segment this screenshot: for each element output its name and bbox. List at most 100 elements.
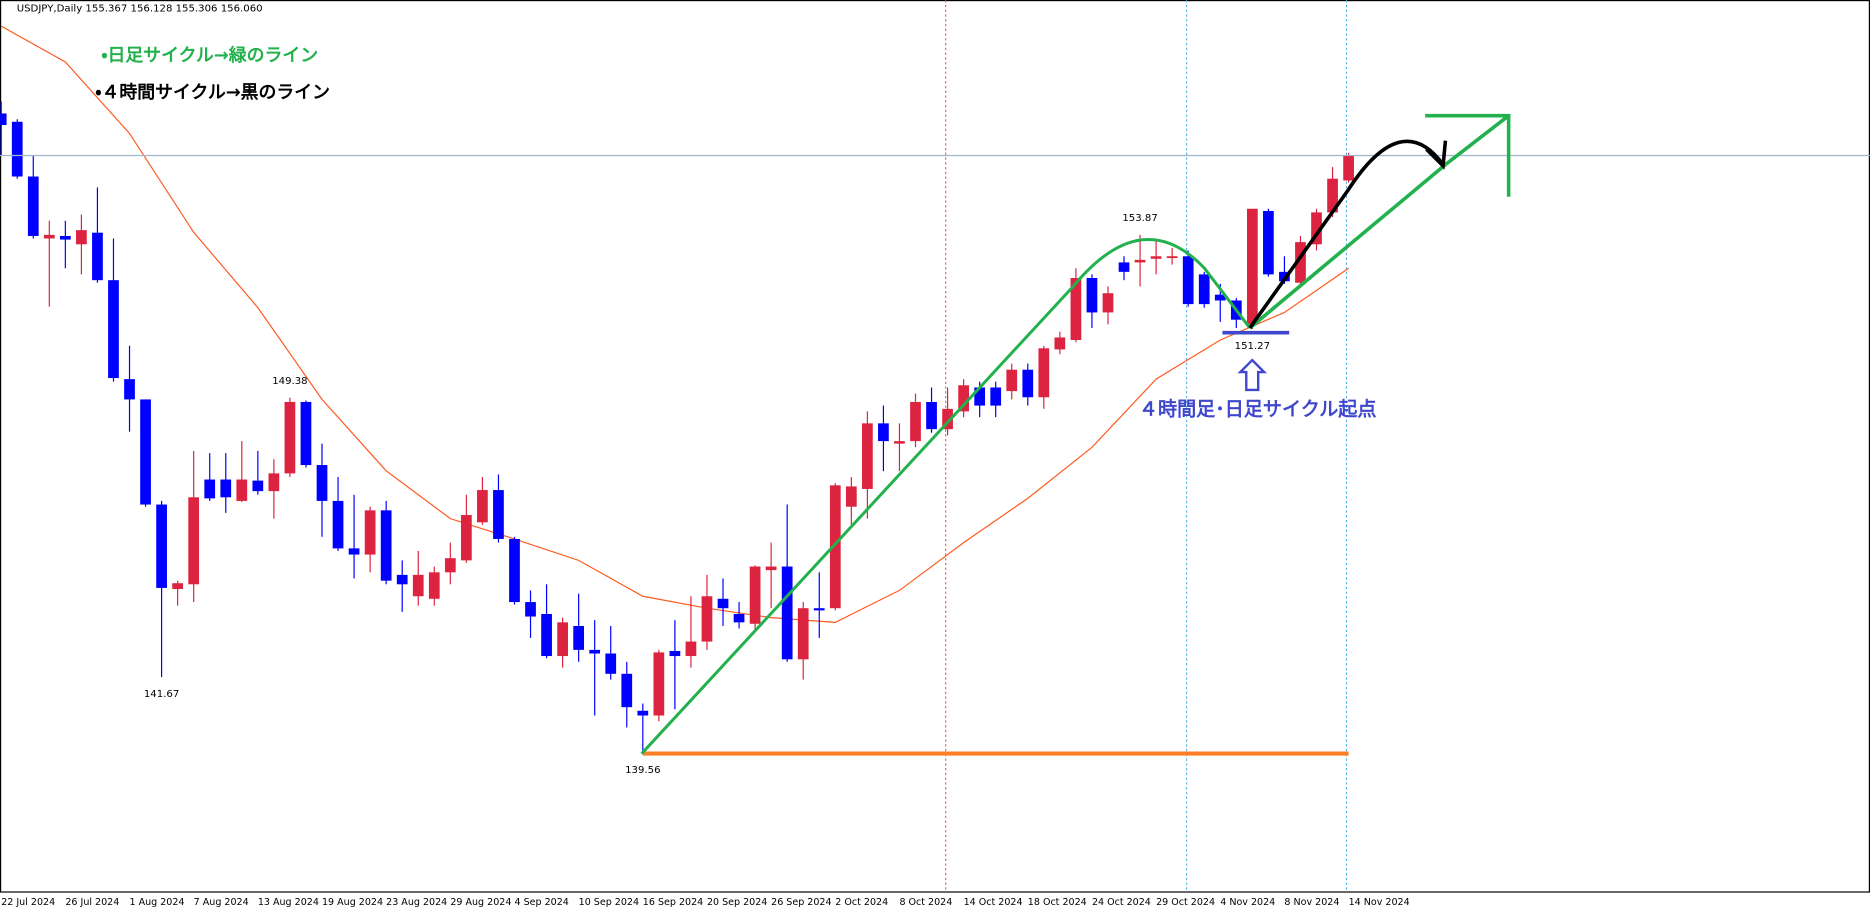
candle-body xyxy=(1134,259,1146,263)
x-tick-label: 10 Sep 2024 xyxy=(579,897,639,908)
x-tick-label: 8 Nov 2024 xyxy=(1284,897,1339,908)
candle-body xyxy=(156,504,167,588)
candle-body xyxy=(477,490,488,523)
daily-cycle-line xyxy=(640,237,1252,755)
candle-body xyxy=(76,230,87,245)
candle-body xyxy=(910,401,921,442)
candle-body xyxy=(59,235,71,240)
candle-body xyxy=(701,596,713,642)
x-tick-label: 2 Oct 2024 xyxy=(835,897,888,908)
plot: 141.67 149.38 153.87 151.27 139.56 xyxy=(0,25,1870,776)
candle-body xyxy=(1295,242,1306,283)
candle-body xyxy=(1182,256,1194,305)
candle-body xyxy=(1327,178,1338,213)
candle-body xyxy=(845,486,857,507)
candle-body xyxy=(733,614,745,623)
candle-body xyxy=(1118,262,1130,272)
candle-body xyxy=(878,423,889,442)
moving-average xyxy=(0,25,1349,623)
x-tick-label: 7 Aug 2024 xyxy=(194,897,249,908)
candle-body xyxy=(525,602,536,617)
candle-body xyxy=(894,441,905,444)
candle-body xyxy=(252,480,264,492)
candle-body xyxy=(461,515,472,561)
candle-body xyxy=(829,485,841,609)
candle-body xyxy=(11,121,23,177)
candle-body xyxy=(813,608,825,611)
candle-body xyxy=(637,710,649,716)
candle-body xyxy=(188,497,200,585)
candle-body xyxy=(605,653,617,674)
x-tick-label: 16 Sep 2024 xyxy=(643,897,703,908)
candle-body xyxy=(140,399,151,505)
candle-body xyxy=(332,500,344,549)
candle-body xyxy=(509,538,520,603)
x-tick-label: 20 Sep 2024 xyxy=(707,897,767,908)
x-tick-label: 22 Jul 2024 xyxy=(1,897,55,908)
candle-body xyxy=(444,558,456,573)
candle-body xyxy=(942,408,953,430)
candle-body xyxy=(541,614,552,657)
candle-body xyxy=(1006,369,1018,392)
x-tick-label: 14 Oct 2024 xyxy=(964,897,1023,908)
chart-title: USDJPY,Daily 155.367 156.128 155.306 156… xyxy=(17,3,263,14)
candle-body xyxy=(124,379,135,400)
candle-body xyxy=(926,401,937,430)
candle-body xyxy=(268,473,280,492)
x-tick-label: 19 Aug 2024 xyxy=(322,897,383,908)
candle-body xyxy=(1102,293,1114,313)
candle-body xyxy=(396,574,408,585)
price-label: 153.87 xyxy=(1122,213,1157,224)
candle-body xyxy=(862,423,873,489)
x-tick-label: 26 Sep 2024 xyxy=(771,897,831,908)
daily-cycle-arrow xyxy=(1425,113,1511,197)
x-tick-label: 18 Oct 2024 xyxy=(1028,897,1087,908)
candle-body xyxy=(92,232,103,281)
candle-body xyxy=(348,548,360,555)
x-tick-label: 26 Jul 2024 xyxy=(65,897,119,908)
candle-body xyxy=(1166,256,1178,259)
candle-body xyxy=(797,608,809,660)
candle-body xyxy=(172,583,184,589)
x-tick-label: 4 Sep 2024 xyxy=(514,897,568,908)
candle-body xyxy=(717,598,729,609)
candle-body xyxy=(1311,212,1322,245)
candle-body xyxy=(284,401,296,474)
h4-cycle-arrow xyxy=(1425,140,1448,170)
candle-body xyxy=(0,113,7,126)
daily-cycle-line xyxy=(1248,163,1447,330)
x-tick-label: 29 Aug 2024 xyxy=(450,897,511,908)
candle-body xyxy=(316,465,328,501)
candle-body xyxy=(1343,155,1354,181)
candle-body xyxy=(621,673,633,708)
candle-body xyxy=(589,649,601,654)
candle-body xyxy=(1054,337,1066,350)
x-tick-label: 14 Nov 2024 xyxy=(1349,897,1410,908)
candle-body xyxy=(380,510,392,581)
candle-body xyxy=(1086,278,1098,313)
candle-body xyxy=(108,280,119,379)
candle-body xyxy=(493,490,504,539)
candle-body xyxy=(749,566,761,624)
candle-body xyxy=(236,479,248,501)
annotation: ４時間足･日足サイクル起点 xyxy=(1139,399,1377,421)
candle-body xyxy=(1150,256,1162,259)
candle-body xyxy=(990,387,1002,406)
candle-body xyxy=(1198,274,1210,305)
price-label: 139.56 xyxy=(625,765,660,776)
candle-body xyxy=(1022,369,1034,398)
candle-body xyxy=(1038,348,1050,398)
candle-body xyxy=(300,401,312,466)
candle-body xyxy=(1214,294,1226,301)
candle-body xyxy=(669,650,681,657)
x-tick-label: 4 Nov 2024 xyxy=(1220,897,1275,908)
candle-body xyxy=(27,176,39,236)
price-label: 151.27 xyxy=(1235,341,1270,352)
candle-body xyxy=(43,234,55,239)
x-tick-label: 23 Aug 2024 xyxy=(386,897,447,908)
candle-body xyxy=(428,572,440,599)
candle-body xyxy=(412,574,424,597)
